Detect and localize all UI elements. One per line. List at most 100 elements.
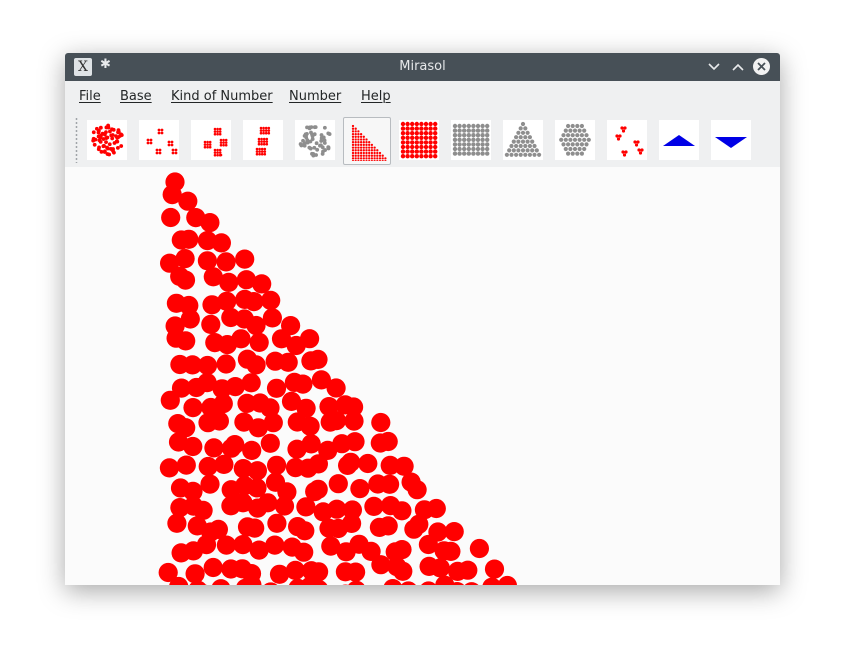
number-dot bbox=[450, 582, 465, 585]
number-dot bbox=[204, 438, 224, 458]
number-dot bbox=[285, 560, 305, 580]
number-dot bbox=[246, 355, 266, 375]
stacked-groups-view-button[interactable] bbox=[243, 120, 283, 160]
gray-hexagon-icon bbox=[559, 123, 591, 156]
number-dot bbox=[183, 436, 203, 457]
close-icon bbox=[757, 62, 766, 71]
menu-help[interactable]: Help bbox=[361, 89, 391, 104]
number-dot bbox=[267, 513, 287, 533]
number-dot bbox=[464, 582, 479, 585]
number-dot bbox=[418, 534, 438, 555]
number-dot bbox=[217, 291, 237, 311]
number-dot bbox=[293, 374, 313, 394]
pairs-view-button[interactable] bbox=[607, 120, 647, 160]
number-dot bbox=[247, 478, 267, 498]
number-dot bbox=[260, 433, 280, 453]
cluster-groups-view-button[interactable] bbox=[191, 120, 231, 160]
number-dot bbox=[233, 459, 253, 479]
chevron-up-icon bbox=[732, 63, 744, 71]
minimize-button[interactable] bbox=[703, 56, 725, 78]
number-dot bbox=[193, 500, 213, 520]
number-dot bbox=[233, 493, 253, 513]
gray-cluster-view-button[interactable] bbox=[295, 120, 335, 160]
number-dot bbox=[371, 555, 391, 575]
number-dot bbox=[203, 267, 223, 287]
number-dot bbox=[342, 513, 362, 533]
number-dot bbox=[208, 519, 228, 539]
number-dot bbox=[484, 559, 505, 579]
number-dot bbox=[216, 535, 236, 555]
decrease-number-button[interactable] bbox=[711, 120, 751, 160]
number-dot bbox=[321, 536, 341, 556]
scattered-groups-view-button[interactable] bbox=[139, 120, 179, 160]
number-dot bbox=[392, 540, 412, 560]
blue-down-triangle-icon bbox=[715, 137, 747, 148]
number-dot bbox=[378, 516, 398, 536]
maximize-button[interactable] bbox=[727, 56, 749, 78]
number-dot bbox=[407, 480, 427, 500]
number-dot bbox=[430, 558, 450, 578]
number-dot bbox=[426, 498, 446, 519]
close-button[interactable] bbox=[753, 58, 770, 75]
menu-bar: File Base Kind of Number Number Help bbox=[65, 81, 780, 111]
number-dot bbox=[197, 355, 218, 376]
number-dot bbox=[160, 253, 180, 273]
number-dot bbox=[180, 309, 200, 329]
app-icon[interactable]: X bbox=[74, 58, 92, 76]
number-dot bbox=[160, 390, 180, 410]
number-dot bbox=[158, 562, 178, 583]
triangle-rows-view-button[interactable] bbox=[343, 117, 391, 165]
number-dot bbox=[441, 541, 461, 561]
number-dot bbox=[197, 373, 217, 393]
number-dot bbox=[262, 308, 282, 328]
number-dot bbox=[235, 249, 255, 269]
number-dot bbox=[209, 411, 229, 431]
number-dot bbox=[296, 497, 316, 517]
number-dot bbox=[212, 579, 230, 585]
number-dot bbox=[344, 397, 364, 417]
number-dot bbox=[394, 456, 414, 476]
number-dot bbox=[202, 295, 222, 315]
number-dot bbox=[328, 474, 348, 494]
number-dot bbox=[196, 535, 217, 555]
random-cluster-view-button[interactable] bbox=[87, 120, 127, 160]
number-dot bbox=[175, 249, 195, 269]
menu-kind-of-number[interactable]: Kind of Number bbox=[171, 89, 273, 104]
number-dot bbox=[225, 435, 245, 455]
number-dot bbox=[458, 560, 478, 580]
red-dot-grid-icon bbox=[400, 121, 438, 159]
number-dot bbox=[247, 461, 267, 481]
increase-number-button[interactable] bbox=[659, 120, 699, 160]
number-dot bbox=[308, 479, 328, 499]
number-dot bbox=[344, 411, 364, 431]
number-dot bbox=[361, 541, 381, 561]
number-dot bbox=[294, 542, 314, 562]
number-dot bbox=[242, 575, 262, 585]
number-dot bbox=[326, 378, 346, 398]
number-dot bbox=[185, 564, 205, 584]
red-grid-view-button[interactable] bbox=[399, 120, 439, 160]
menu-number[interactable]: Number bbox=[289, 89, 342, 104]
gray-triangle-view-button[interactable] bbox=[503, 120, 543, 160]
number-display-canvas bbox=[65, 167, 780, 585]
toolbar bbox=[65, 111, 780, 167]
menu-file[interactable]: File bbox=[79, 89, 101, 104]
number-dot bbox=[176, 418, 196, 438]
pin-icon[interactable]: ✱ bbox=[100, 57, 111, 72]
number-dot bbox=[278, 352, 298, 372]
number-dot bbox=[171, 378, 192, 398]
gray-grid-view-button[interactable] bbox=[451, 120, 491, 160]
gray-hexagon-view-button[interactable] bbox=[555, 120, 595, 160]
number-dot bbox=[233, 535, 253, 555]
number-dot bbox=[211, 233, 231, 253]
toolbar-grip[interactable] bbox=[75, 117, 78, 163]
number-dot bbox=[178, 191, 198, 211]
number-dot bbox=[378, 431, 398, 452]
number-dot bbox=[245, 518, 265, 538]
menu-base[interactable]: Base bbox=[120, 89, 152, 104]
number-dot bbox=[162, 185, 182, 205]
number-dot bbox=[277, 482, 297, 502]
number-dot bbox=[183, 398, 203, 418]
number-dot bbox=[246, 315, 266, 336]
number-dot bbox=[392, 501, 412, 521]
